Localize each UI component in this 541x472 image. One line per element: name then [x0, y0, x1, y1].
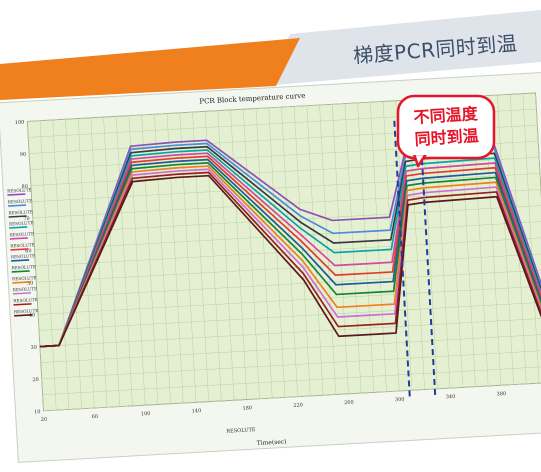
- legend-label: RESOLUTE: [13, 297, 38, 303]
- grid-line-y: [38, 301, 541, 331]
- y-tick-label: 100: [15, 119, 25, 126]
- y-tick-label: 80: [21, 184, 28, 190]
- x-tick-label: 220: [293, 402, 303, 409]
- legend-swatch: [12, 292, 31, 295]
- legend-label: RESOLUTE: [8, 198, 33, 204]
- series-line-9: [39, 165, 541, 348]
- y-tick-label: 90: [20, 152, 27, 158]
- series-line-10: [39, 168, 541, 348]
- x-axis-title: Time(sec): [257, 438, 287, 447]
- grid-line-y: [43, 382, 541, 412]
- grid-line-y: [41, 350, 541, 379]
- series-line-11: [39, 171, 541, 348]
- legend-label: RESOLUTE: [13, 286, 38, 292]
- legend-label: RESOLUTE: [10, 242, 35, 248]
- dashed-marker-2: [418, 119, 437, 398]
- legend-swatch: [14, 314, 33, 317]
- x-tick-label: 60: [91, 414, 98, 420]
- legend-swatch: [9, 226, 28, 229]
- legend-label: RESOLUTE: [7, 187, 32, 193]
- x-tick-label: 140: [192, 408, 202, 415]
- x-tick-label: 100: [141, 411, 151, 418]
- callout-bubble: 不同温度 同时到温: [396, 94, 496, 168]
- grid-line-y: [39, 317, 541, 347]
- legend-swatch: [11, 259, 30, 262]
- y-tick-label: 50: [27, 280, 34, 286]
- series-line-4: [39, 149, 541, 348]
- y-tick-label: 70: [23, 216, 30, 222]
- y-tick-label: 20: [32, 377, 39, 383]
- grid-line-y: [37, 269, 541, 299]
- series-line-6: [39, 155, 541, 348]
- legend-label: RESOLUTE: [11, 264, 36, 270]
- legend-swatch: [10, 248, 29, 251]
- x-tick-label: 180: [242, 405, 252, 412]
- legend-label: RESOLUTE: [12, 275, 37, 281]
- x-tick-label: 300: [395, 397, 405, 404]
- grid-line-y: [38, 285, 541, 315]
- grid-line-y: [33, 205, 541, 235]
- legend-label: RESOLUTE: [14, 308, 39, 314]
- x-tick-label: 340: [446, 394, 456, 401]
- banner-accent: [0, 38, 300, 100]
- legend-swatch: [9, 237, 28, 240]
- series-line-8: [39, 162, 541, 348]
- series-line-7: [39, 158, 541, 348]
- banner-band: [263, 10, 541, 86]
- x-tick-label: 20: [41, 417, 48, 423]
- legend-label: RESOLUTE: [9, 220, 34, 226]
- grid-line-y: [42, 366, 541, 396]
- x-tick-label: 260: [344, 400, 354, 407]
- grid-line-y: [35, 237, 541, 267]
- chart: PCR Block temperature curve 20 60 100 140 18…: [0, 71, 541, 463]
- legend-label: RESOLUTE: [9, 231, 34, 237]
- x-tick-label: 380: [496, 391, 506, 398]
- callout-line-1: 不同温度: [413, 104, 479, 127]
- legend-swatch: [12, 281, 31, 284]
- grid-line-y: [36, 253, 541, 283]
- grid-line-y: [40, 333, 541, 363]
- y-tick-label: 30: [30, 345, 37, 351]
- legend-label: RESOLUTE: [11, 253, 36, 259]
- legend: RESOLUTE RESOLUTE RESOLUTE RESOLUTE RESOLUTE…: [7, 187, 39, 317]
- series-line-12: [39, 174, 541, 348]
- callout-line-2: 同时到温: [414, 126, 479, 149]
- legend-label: RESOLUTE: [8, 209, 33, 215]
- y-tick-label: 40: [29, 313, 36, 319]
- x-axis-sublabel: RESOLUTE: [226, 427, 256, 435]
- series-line-5: [39, 152, 541, 348]
- legend-swatch: [11, 270, 30, 273]
- dashed-marker-1: [393, 120, 411, 399]
- plot-area: 2060100140180220260300340380420102030405…: [15, 92, 541, 423]
- legend-swatch: [7, 204, 27, 207]
- legend-swatch: [13, 303, 32, 306]
- y-tick-label: 60: [25, 248, 32, 254]
- legend-swatch: [7, 193, 26, 196]
- legend-swatch: [8, 215, 27, 218]
- y-tick-label: 10: [34, 409, 41, 415]
